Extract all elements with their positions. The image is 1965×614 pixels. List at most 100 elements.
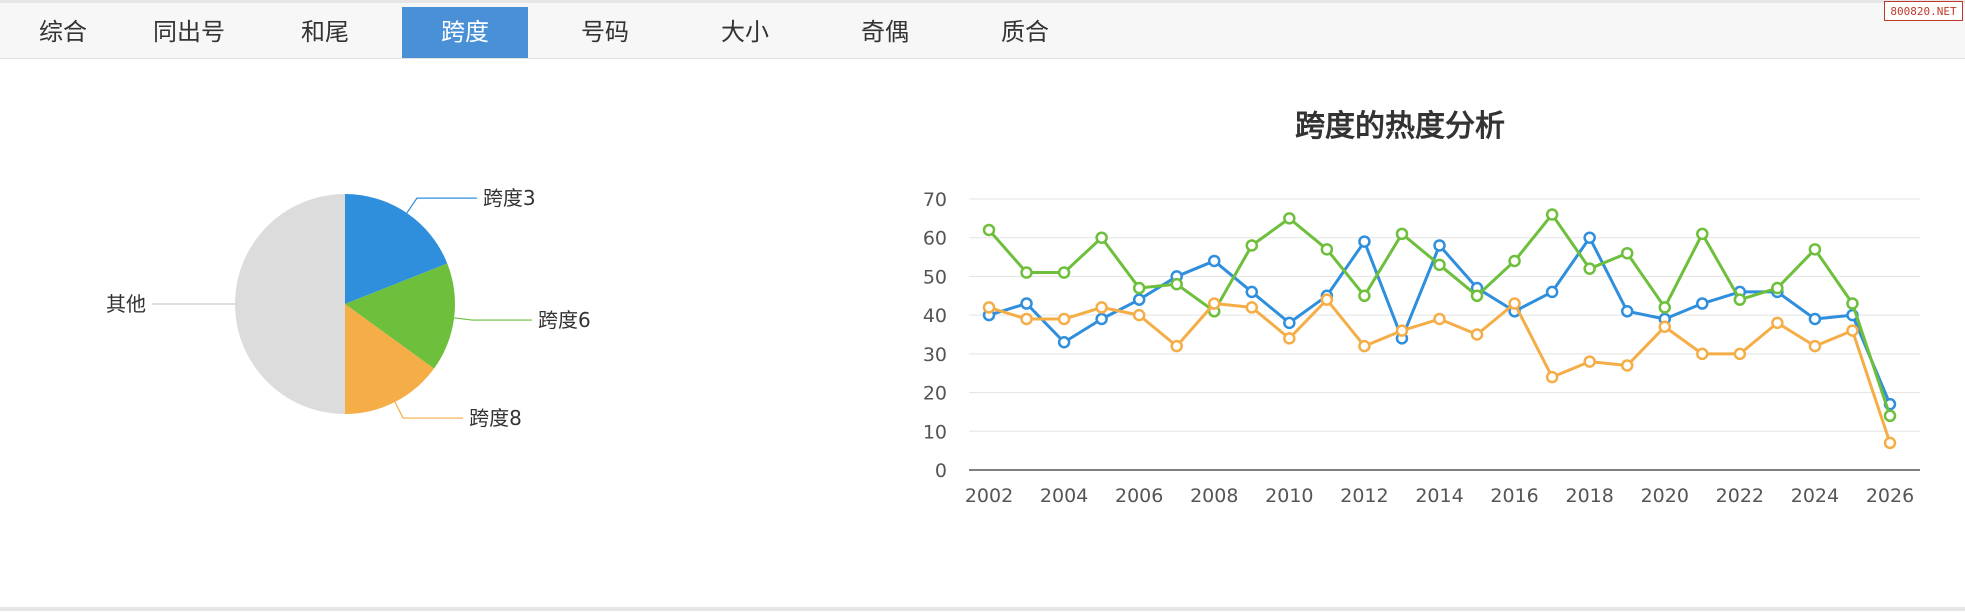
data-point[interactable] <box>1620 246 1634 260</box>
data-point[interactable] <box>1620 305 1634 318</box>
pie-slice-label: 跨度6 <box>538 308 591 332</box>
data-point[interactable] <box>1057 312 1071 326</box>
data-point[interactable] <box>1132 293 1146 306</box>
pie-slice[interactable] <box>235 194 345 414</box>
data-point[interactable] <box>1057 266 1071 279</box>
data-point[interactable] <box>1020 312 1033 326</box>
pie-slice[interactable] <box>345 263 455 369</box>
data-point[interactable] <box>1095 301 1108 314</box>
data-point[interactable] <box>1170 277 1183 291</box>
y-tick-label: 70 <box>923 189 947 211</box>
x-tick-label: 2016 <box>1490 485 1538 507</box>
data-point[interactable] <box>1020 297 1033 310</box>
data-point[interactable] <box>1283 316 1296 330</box>
chart-title: 跨度的热度分析 <box>1295 109 1505 144</box>
data-point[interactable] <box>1433 258 1446 272</box>
data-point[interactable] <box>1020 266 1033 279</box>
data-point[interactable] <box>1545 370 1559 384</box>
site-watermark[interactable]: 800820.NET <box>1884 1 1963 21</box>
data-point[interactable] <box>1883 409 1897 423</box>
data-point[interactable] <box>982 301 996 314</box>
data-point[interactable] <box>1696 227 1709 241</box>
data-point[interactable] <box>1395 324 1409 337</box>
data-point[interactable] <box>1245 285 1259 299</box>
data-point[interactable] <box>1846 297 1859 310</box>
data-point[interactable] <box>1208 254 1221 268</box>
x-tick-label: 2022 <box>1716 485 1764 507</box>
y-tick-label: 50 <box>923 266 947 288</box>
data-point[interactable] <box>1057 335 1071 349</box>
data-point[interactable] <box>1620 359 1634 372</box>
tab-质合[interactable]: 质合 <box>1001 18 1049 46</box>
data-point[interactable] <box>1508 297 1521 310</box>
data-point[interactable] <box>1283 332 1296 345</box>
data-point[interactable] <box>1320 293 1334 306</box>
tab-大小[interactable]: 大小 <box>721 18 769 46</box>
pie-label-leader <box>406 197 477 214</box>
data-point[interactable] <box>1132 308 1146 322</box>
data-point[interactable] <box>1132 281 1146 295</box>
pie-label-leader <box>394 401 464 419</box>
data-point[interactable] <box>1808 243 1822 256</box>
data-point[interactable] <box>1470 289 1484 303</box>
tab-bar: 综合 同出号 和尾 跨度 号码 大小 奇偶 质合 <box>0 3 1965 59</box>
line-chart: 跨度的热度分析 0 10 20 30 40 50 60 70 2002 2004 2006 2008 20… <box>923 109 1920 507</box>
pie-slice-label: 跨度8 <box>469 406 522 430</box>
data-point[interactable] <box>1433 312 1446 326</box>
y-tick-label: 0 <box>935 460 947 482</box>
data-point[interactable] <box>1808 312 1822 326</box>
data-point[interactable] <box>1208 297 1221 310</box>
x-tick-label: 2008 <box>1190 485 1238 507</box>
data-point[interactable] <box>1883 436 1897 450</box>
data-point[interactable] <box>1733 293 1747 306</box>
x-tick-label: 2006 <box>1115 485 1163 507</box>
x-tick-label: 2002 <box>965 485 1013 507</box>
tab-综合[interactable]: 综合 <box>39 18 87 46</box>
y-tick-label: 20 <box>923 383 947 405</box>
data-point[interactable] <box>1470 328 1484 341</box>
data-point[interactable] <box>1433 239 1446 252</box>
data-point[interactable] <box>1358 289 1371 303</box>
tab-号码[interactable]: 号码 <box>581 18 629 46</box>
data-point[interactable] <box>1545 208 1559 221</box>
data-point[interactable] <box>1245 301 1259 314</box>
x-tick-label: 2010 <box>1265 485 1313 507</box>
data-point[interactable] <box>1658 301 1671 314</box>
pie-label-leader <box>454 317 532 321</box>
data-point[interactable] <box>1771 281 1784 295</box>
tab-和尾[interactable]: 和尾 <box>301 18 349 46</box>
data-point[interactable] <box>1245 239 1259 252</box>
data-point[interactable] <box>1658 320 1671 334</box>
tab-同出号[interactable]: 同出号 <box>153 18 225 46</box>
x-tick-label: 2026 <box>1866 485 1914 507</box>
bottom-border <box>0 607 1965 611</box>
y-tick-label: 30 <box>923 344 947 366</box>
data-point[interactable] <box>1808 339 1822 353</box>
tab-跨度[interactable]: 跨度 <box>402 7 528 58</box>
tab-奇偶[interactable]: 奇偶 <box>861 18 909 46</box>
pie-slice-label: 跨度3 <box>483 186 536 210</box>
data-point[interactable] <box>982 223 996 237</box>
data-point[interactable] <box>1170 339 1183 353</box>
data-point[interactable] <box>1583 231 1596 244</box>
data-point[interactable] <box>1696 297 1709 310</box>
data-point[interactable] <box>1733 347 1747 361</box>
data-point[interactable] <box>1095 312 1108 326</box>
data-point[interactable] <box>1395 227 1409 241</box>
x-tick-label: 2014 <box>1415 485 1463 507</box>
data-point[interactable] <box>1358 235 1371 248</box>
data-point[interactable] <box>1696 347 1709 361</box>
x-tick-label: 2012 <box>1340 485 1388 507</box>
data-point[interactable] <box>1095 231 1108 244</box>
data-point[interactable] <box>1545 285 1559 299</box>
data-point[interactable] <box>1508 254 1521 268</box>
data-point[interactable] <box>1583 355 1596 368</box>
data-point[interactable] <box>1771 316 1784 330</box>
data-point[interactable] <box>1320 243 1334 256</box>
pie-slice[interactable] <box>345 304 434 414</box>
pie-slice[interactable] <box>345 194 448 304</box>
data-point[interactable] <box>1358 339 1371 353</box>
data-point[interactable] <box>1583 262 1596 275</box>
data-point[interactable] <box>1846 324 1859 337</box>
data-point[interactable] <box>1283 212 1296 225</box>
